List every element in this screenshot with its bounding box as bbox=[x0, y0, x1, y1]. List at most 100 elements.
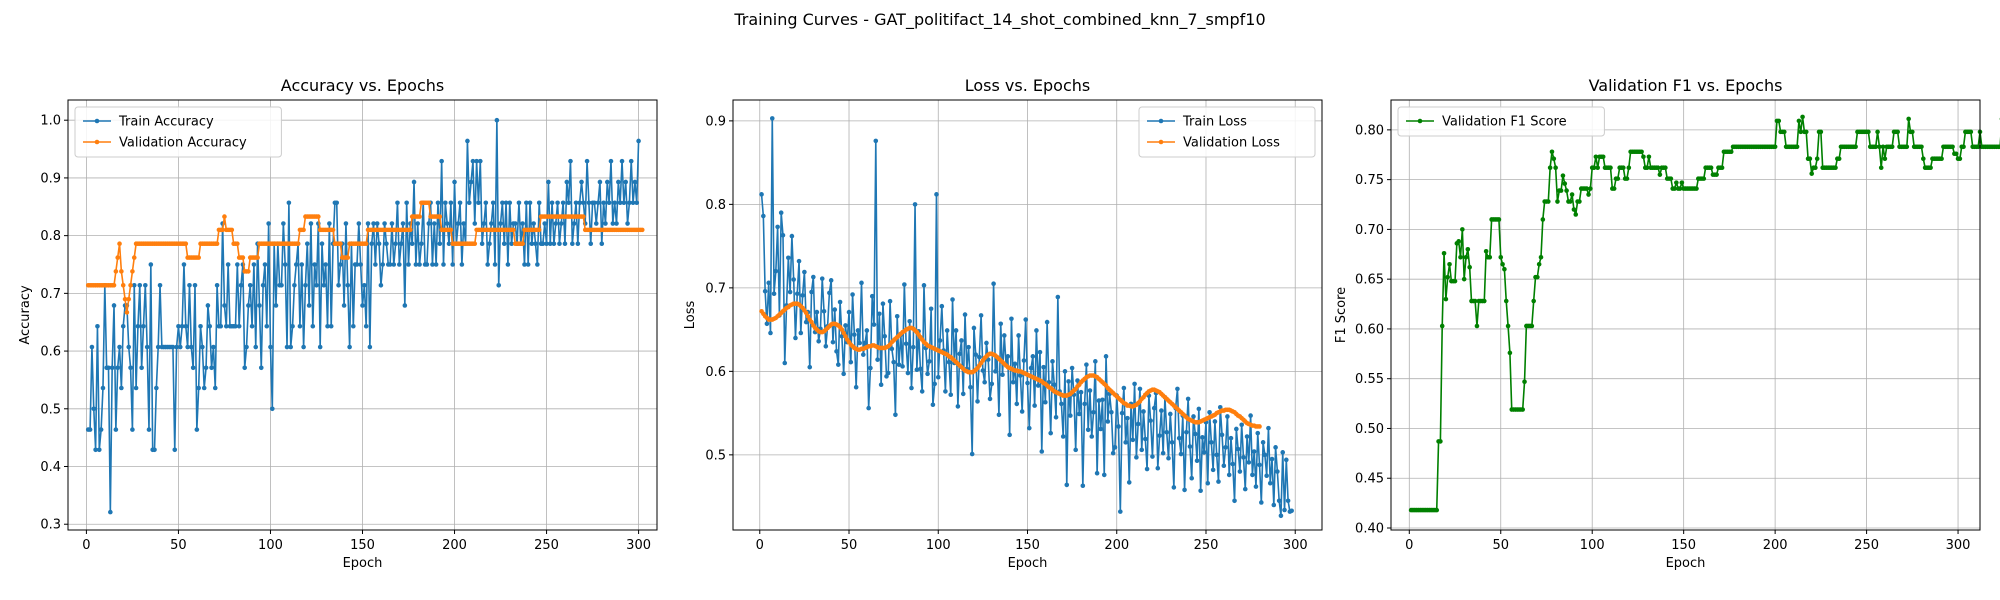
data-point bbox=[179, 323, 185, 329]
data-point bbox=[1171, 485, 1177, 490]
data-point bbox=[247, 282, 253, 288]
data-point bbox=[623, 179, 629, 185]
data-point bbox=[1569, 192, 1575, 197]
data-point bbox=[1178, 451, 1184, 457]
data-point bbox=[500, 200, 505, 206]
data-point bbox=[409, 241, 415, 247]
data-point bbox=[1562, 181, 1568, 186]
data-point bbox=[295, 241, 301, 247]
data-point bbox=[1175, 386, 1180, 392]
data-point bbox=[1135, 421, 1141, 427]
data-point bbox=[343, 221, 349, 226]
data-point bbox=[841, 371, 846, 377]
y-tick-label: 0.8 bbox=[40, 229, 61, 244]
data-point bbox=[885, 370, 891, 376]
data-point bbox=[479, 241, 485, 247]
data-point bbox=[489, 221, 494, 226]
data-point bbox=[1157, 433, 1162, 438]
data-point bbox=[98, 427, 104, 432]
data-point bbox=[439, 158, 444, 164]
data-point bbox=[246, 303, 251, 308]
data-point bbox=[1034, 328, 1039, 333]
data-point bbox=[1809, 171, 1815, 176]
data-point bbox=[236, 323, 242, 329]
data-point bbox=[588, 241, 594, 247]
data-point bbox=[606, 200, 612, 206]
data-point bbox=[400, 221, 406, 226]
data-point bbox=[1276, 498, 1282, 504]
data-point bbox=[612, 200, 617, 206]
data-point bbox=[527, 200, 533, 206]
data-point bbox=[900, 364, 905, 369]
data-point bbox=[617, 200, 623, 206]
data-point bbox=[235, 262, 240, 267]
data-point bbox=[1803, 129, 1809, 135]
data-point bbox=[251, 262, 257, 267]
data-point bbox=[187, 282, 192, 288]
legend: Train Accuracy Validation Accuracy bbox=[74, 106, 282, 158]
data-point bbox=[773, 268, 779, 274]
data-point bbox=[1030, 354, 1036, 359]
data-point bbox=[535, 262, 540, 267]
data-point bbox=[821, 308, 827, 314]
data-point bbox=[564, 179, 570, 185]
x-tick-label: 100 bbox=[258, 538, 283, 553]
data-point bbox=[836, 362, 841, 367]
data-point bbox=[1225, 414, 1230, 419]
x-tick-label: 100 bbox=[926, 538, 951, 553]
data-point bbox=[1798, 129, 1804, 135]
data-point bbox=[1560, 173, 1566, 178]
data-point bbox=[1577, 199, 1582, 204]
data-point bbox=[1093, 359, 1098, 364]
data-point bbox=[780, 232, 786, 238]
data-point bbox=[832, 307, 838, 312]
data-point bbox=[367, 344, 373, 350]
data-point bbox=[1813, 165, 1818, 170]
data-point bbox=[1035, 383, 1041, 388]
data-point bbox=[928, 306, 934, 312]
data-point bbox=[288, 344, 294, 350]
data-point bbox=[177, 344, 183, 350]
data-point bbox=[558, 221, 564, 226]
data-point bbox=[1878, 165, 1884, 170]
data-point bbox=[1555, 199, 1560, 204]
data-point bbox=[1159, 408, 1164, 413]
data-point bbox=[542, 221, 548, 226]
y-tick-label: 0.40 bbox=[1355, 522, 1384, 537]
data-point bbox=[1230, 461, 1236, 467]
data-point bbox=[448, 227, 454, 233]
data-point bbox=[501, 241, 507, 247]
data-point bbox=[503, 200, 509, 206]
data-point bbox=[465, 138, 470, 144]
data-point bbox=[1101, 472, 1107, 478]
data-point bbox=[174, 344, 179, 350]
data-point bbox=[570, 241, 575, 247]
data-point bbox=[887, 298, 893, 304]
data-point bbox=[299, 262, 305, 267]
data-point bbox=[1091, 409, 1096, 415]
data-point bbox=[1728, 149, 1734, 155]
data-point bbox=[1082, 401, 1087, 407]
data-point bbox=[973, 352, 979, 357]
data-point bbox=[584, 158, 590, 164]
data-point bbox=[975, 399, 980, 404]
data-point bbox=[301, 227, 306, 233]
data-point bbox=[457, 200, 463, 206]
x-tick-label: 0 bbox=[756, 538, 764, 553]
data-point bbox=[310, 323, 316, 329]
y-tick-label: 0.45 bbox=[1355, 472, 1384, 487]
data-point bbox=[1939, 156, 1944, 162]
data-point bbox=[1284, 457, 1289, 463]
data-point bbox=[953, 328, 959, 333]
data-point bbox=[837, 299, 843, 305]
data-point bbox=[1259, 500, 1264, 505]
data-point bbox=[909, 385, 914, 391]
data-point bbox=[1873, 144, 1879, 150]
data-point bbox=[511, 227, 516, 233]
data-point bbox=[536, 200, 542, 206]
data-point bbox=[376, 241, 382, 247]
data-point bbox=[1586, 192, 1591, 197]
data-point bbox=[860, 352, 866, 357]
data-point bbox=[943, 389, 948, 394]
